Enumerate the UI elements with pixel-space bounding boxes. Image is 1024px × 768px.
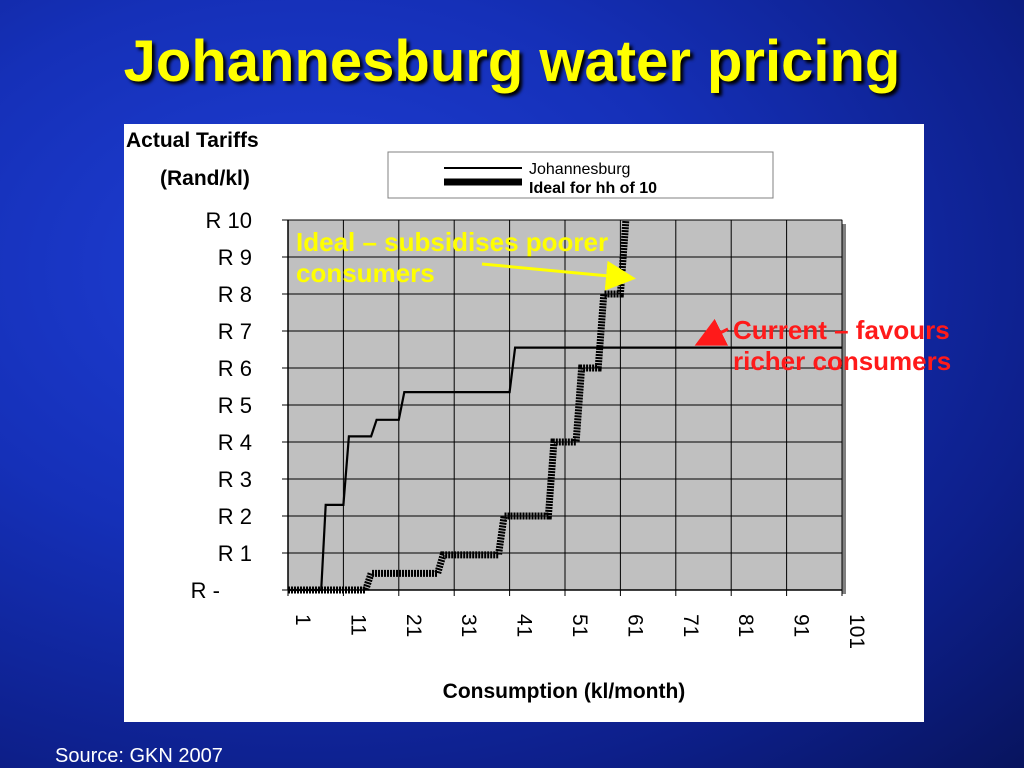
y-tick-label: R 9 (218, 245, 252, 270)
y-axis-title-line2: (Rand/kl) (160, 167, 250, 190)
x-tick-label: 51 (568, 614, 591, 637)
y-tick-label: R 6 (218, 356, 252, 381)
y-tick-label: R 2 (218, 504, 252, 529)
x-tick-label: 21 (402, 614, 425, 637)
tariff-chart: Actual Tariffs (Rand/kl) Johannesburg Id… (126, 129, 868, 703)
x-tick-label: 11 (346, 614, 369, 636)
x-tick-label: 61 (623, 614, 646, 637)
plot-area-shadow (842, 224, 846, 594)
current-annotation-line2: richer consumers (733, 346, 952, 376)
ideal-annotation-line1: Ideal – subsidises poorer (296, 227, 609, 257)
series-line-johannesburg (288, 346, 842, 592)
y-tick-label: R 10 (206, 208, 252, 233)
series-line-ideal (288, 219, 630, 594)
chart-panel: Actual Tariffs (Rand/kl) Johannesburg Id… (124, 124, 924, 722)
y-tick-label: R 8 (218, 282, 252, 307)
x-tick-label: 91 (790, 614, 813, 637)
x-tick-label: 81 (734, 614, 757, 637)
y-tick-label: R 4 (218, 430, 252, 455)
y-tick-label: R 5 (218, 393, 252, 418)
legend: Johannesburg Ideal for hh of 10 (387, 151, 774, 199)
y-tick-label: R 7 (218, 319, 252, 344)
current-annotation: Current – favours richer consumers (733, 315, 1024, 377)
slide-title: Johannesburg water pricing (123, 29, 901, 94)
legend-box (387, 151, 774, 199)
x-tick-label: 101 (845, 614, 868, 649)
current-annotation-line1: Current – favours (733, 315, 950, 345)
x-tick-label: 41 (513, 614, 536, 637)
x-axis-title: Consumption (kl/month) (443, 680, 686, 703)
legend-label-johannesburg: Johannesburg (529, 161, 630, 178)
x-tick-label: 1 (291, 614, 314, 626)
source-note: Source: GKN 2007 (55, 745, 223, 767)
legend-label-ideal: Ideal for hh of 10 (529, 180, 657, 197)
ideal-annotation-line2: consumers (296, 258, 435, 288)
x-tick-label: 31 (457, 614, 480, 637)
y-tick-label: R 3 (218, 467, 252, 492)
y-tick-label: R 1 (218, 541, 252, 566)
ideal-annotation: Ideal – subsidises poorer consumers (296, 227, 736, 289)
x-tick-label: 71 (679, 614, 702, 637)
y-tick-label: R - (191, 578, 220, 603)
y-axis-title-line1: Actual Tariffs (126, 129, 259, 152)
